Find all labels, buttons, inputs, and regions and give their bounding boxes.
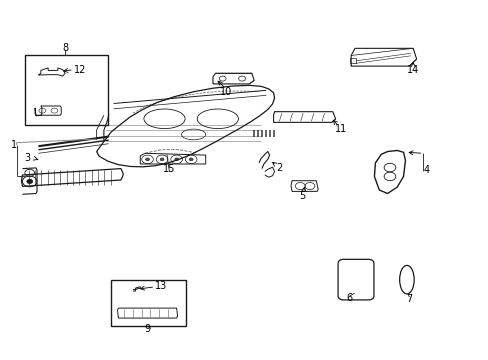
- Text: 4: 4: [423, 165, 429, 175]
- Text: 3: 3: [24, 153, 30, 163]
- Text: 2: 2: [276, 163, 282, 172]
- Circle shape: [189, 158, 193, 161]
- Circle shape: [174, 158, 178, 161]
- Circle shape: [160, 158, 163, 161]
- Text: 11: 11: [335, 125, 347, 135]
- Text: 7: 7: [406, 294, 411, 304]
- Text: 12: 12: [73, 65, 86, 75]
- Circle shape: [27, 179, 33, 184]
- Text: 9: 9: [144, 324, 150, 334]
- Text: 1: 1: [11, 140, 17, 150]
- Bar: [111, 280, 186, 326]
- Text: 8: 8: [62, 42, 68, 53]
- Text: 15: 15: [163, 164, 175, 174]
- Text: 5: 5: [299, 191, 305, 201]
- Text: 10: 10: [220, 87, 232, 97]
- Circle shape: [145, 158, 149, 161]
- Bar: [349, 58, 355, 63]
- Text: 13: 13: [155, 281, 167, 291]
- Text: 6: 6: [346, 293, 351, 303]
- Bar: [25, 55, 107, 125]
- Text: 14: 14: [407, 65, 419, 75]
